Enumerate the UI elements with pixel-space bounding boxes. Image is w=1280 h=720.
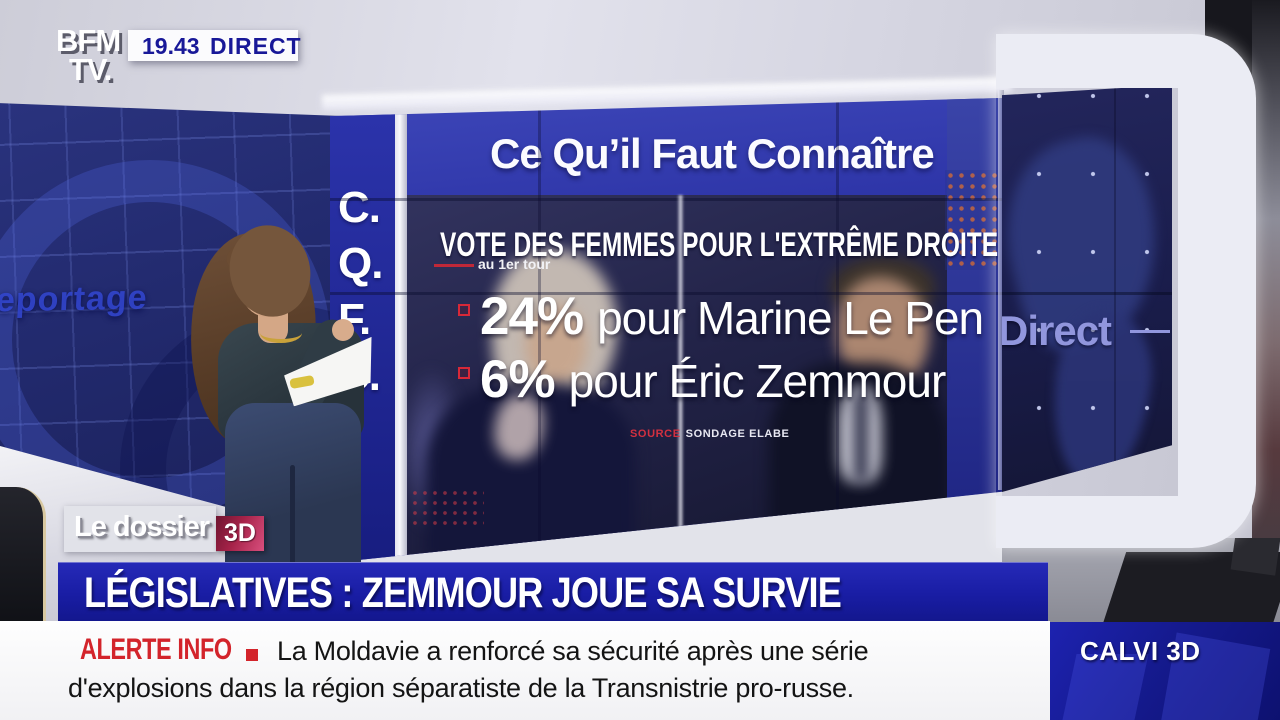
led-seam-strip — [998, 90, 1004, 490]
banner-headline: LÉGISLATIVES : ZEMMOUR JOUE SA SURVIE — [84, 569, 842, 617]
live-badge: DIRECT — [210, 33, 302, 59]
stat-value: 24% — [480, 287, 584, 346]
alert-label: ALERTE INFO — [80, 633, 232, 666]
bfm-logo-line: TV. — [69, 52, 112, 87]
main-infographic-screen: C. Q. F. C. Ce Qu’il Faut Connaître — [330, 98, 1002, 563]
clock: 19.43 — [142, 33, 200, 59]
studio-white-frame — [996, 34, 1256, 548]
show-tag: CALVI 3D — [1050, 622, 1280, 720]
bfm-logo-line: BFM — [56, 23, 121, 58]
direct-dash — [1130, 330, 1170, 333]
panel-seam — [1114, 85, 1116, 492]
presenter-necklace — [260, 323, 302, 343]
marine-le-pen-photo — [525, 305, 587, 385]
source-name: SONDAGE ELABE — [685, 428, 790, 440]
source-line: SOURCE SONDAGE ELABE — [630, 428, 789, 440]
panel-seam — [330, 198, 1002, 201]
world-map-screen: Direct — [1002, 85, 1172, 492]
dot-grid-pattern — [1002, 85, 1172, 492]
studio-floor-right — [1002, 538, 1280, 625]
stat-label: pour Marine Le Pen — [597, 292, 984, 344]
stat-value: 6% — [480, 350, 556, 409]
badge-3d: 3D — [216, 516, 264, 551]
dot-texture — [410, 488, 484, 530]
cqfc-letter: Q. — [338, 239, 383, 288]
presenter-jeans — [290, 465, 295, 565]
direct-watermark: Direct — [1002, 307, 1112, 354]
round-note: au 1er tour — [478, 256, 551, 272]
led-seam-strip — [395, 98, 407, 563]
stat-row: 24% pour Marine Le Pen — [458, 286, 984, 347]
eric-zemmour-photo — [854, 391, 868, 481]
news-ticker: ALERTE INFO La Moldavie a renforcé sa sé… — [0, 621, 1050, 720]
time-band: 19.43 DIRECT — [128, 30, 301, 61]
bullet-square-icon — [458, 304, 470, 316]
desk-opening — [0, 487, 46, 625]
program-badge-box — [64, 506, 216, 552]
studio-right-edge — [1252, 0, 1280, 625]
bullet-square-icon — [246, 649, 258, 661]
badge-3d-label: 3D — [224, 519, 256, 547]
screen-title: Ce Qu’il Faut Connaître — [490, 130, 935, 177]
show-tag-label: CALVI 3D — [1080, 636, 1201, 666]
bfm-tv-logo: BFM TV. — [56, 23, 121, 87]
panel-seam — [538, 98, 541, 563]
desk-silhouette — [1230, 538, 1280, 576]
panel-seam — [330, 292, 1002, 295]
panel-seam — [836, 98, 839, 563]
stat-label: pour Éric Zemmour — [568, 355, 947, 407]
led-seam-strip — [677, 195, 684, 563]
dot-texture — [945, 170, 1002, 270]
infographic-headline: VOTE DES FEMMES POUR L'EXTRÊME DROITE — [440, 226, 999, 264]
bullet-square-icon — [458, 367, 470, 379]
program-badge-label: Le dossier — [74, 511, 210, 543]
ticker-text: La Moldavie a renforcé sa sécurité après… — [277, 636, 869, 666]
ticker-text: d'explosions dans la région séparatiste … — [68, 673, 854, 703]
source-label: SOURCE — [630, 428, 681, 440]
lower-third-banner: LÉGISLATIVES : ZEMMOUR JOUE SA SURVIE — [58, 562, 1048, 621]
cqfc-letter: C. — [338, 183, 381, 232]
presenter-hand — [332, 319, 354, 341]
wall-backdrop-word: eportage — [0, 278, 149, 320]
panel-seam — [1002, 292, 1172, 295]
red-underline — [434, 264, 474, 267]
stat-row: 6% pour Éric Zemmour — [458, 349, 947, 410]
